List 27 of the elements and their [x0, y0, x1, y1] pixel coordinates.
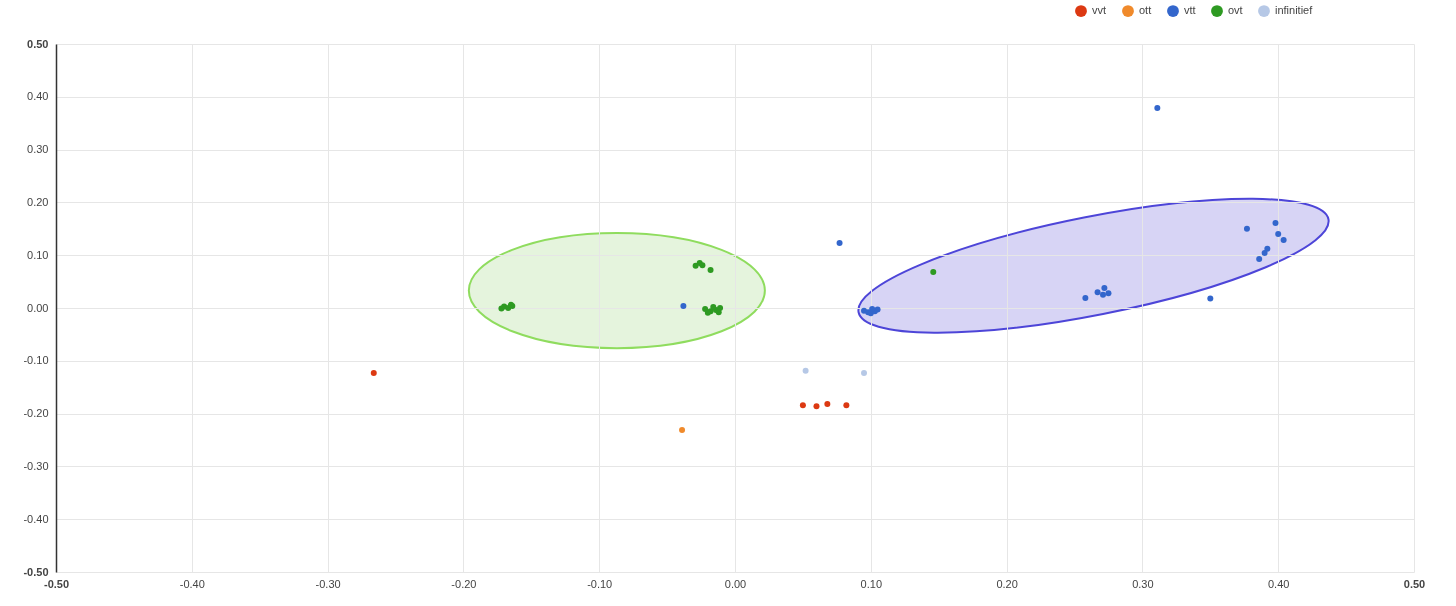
legend-label: ovt — [1228, 4, 1243, 17]
y-tick-label: 0.20 — [27, 195, 49, 208]
y-tick-label: 0.10 — [27, 248, 49, 261]
legend-label: vvt — [1092, 4, 1107, 17]
x-tick-label: -0.30 — [315, 577, 341, 590]
y-tick-label: 0.40 — [27, 90, 49, 103]
x-tick-label: -0.10 — [587, 577, 613, 590]
legend-label: vtt — [1184, 4, 1196, 17]
x-tick-label: 0.40 — [1267, 577, 1290, 590]
x-tick-label: 0.00 — [724, 577, 747, 590]
x-tick-label: -0.20 — [451, 577, 477, 590]
x-tick-label: 0.20 — [996, 577, 1018, 590]
x-tick-label: 0.50 — [1403, 577, 1426, 590]
y-tick-label: -0.50 — [23, 565, 49, 578]
y-tick-label: 0.30 — [27, 143, 49, 156]
y-tick-label: 0.50 — [27, 37, 49, 50]
x-tick-label: 0.10 — [860, 577, 883, 590]
legend-label: ott — [1139, 4, 1152, 17]
y-tick-label: -0.10 — [23, 354, 49, 367]
x-tick-label: 0.30 — [1132, 577, 1154, 590]
y-tick-label: -0.20 — [23, 407, 49, 420]
y-tick-label: -0.40 — [23, 512, 49, 525]
legend-label: infinitief — [1275, 4, 1314, 17]
x-tick-label: -0.50 — [43, 577, 70, 590]
y-tick-label: -0.30 — [23, 459, 49, 472]
x-tick-label: -0.40 — [179, 577, 205, 590]
y-tick-label: 0.00 — [27, 301, 49, 314]
